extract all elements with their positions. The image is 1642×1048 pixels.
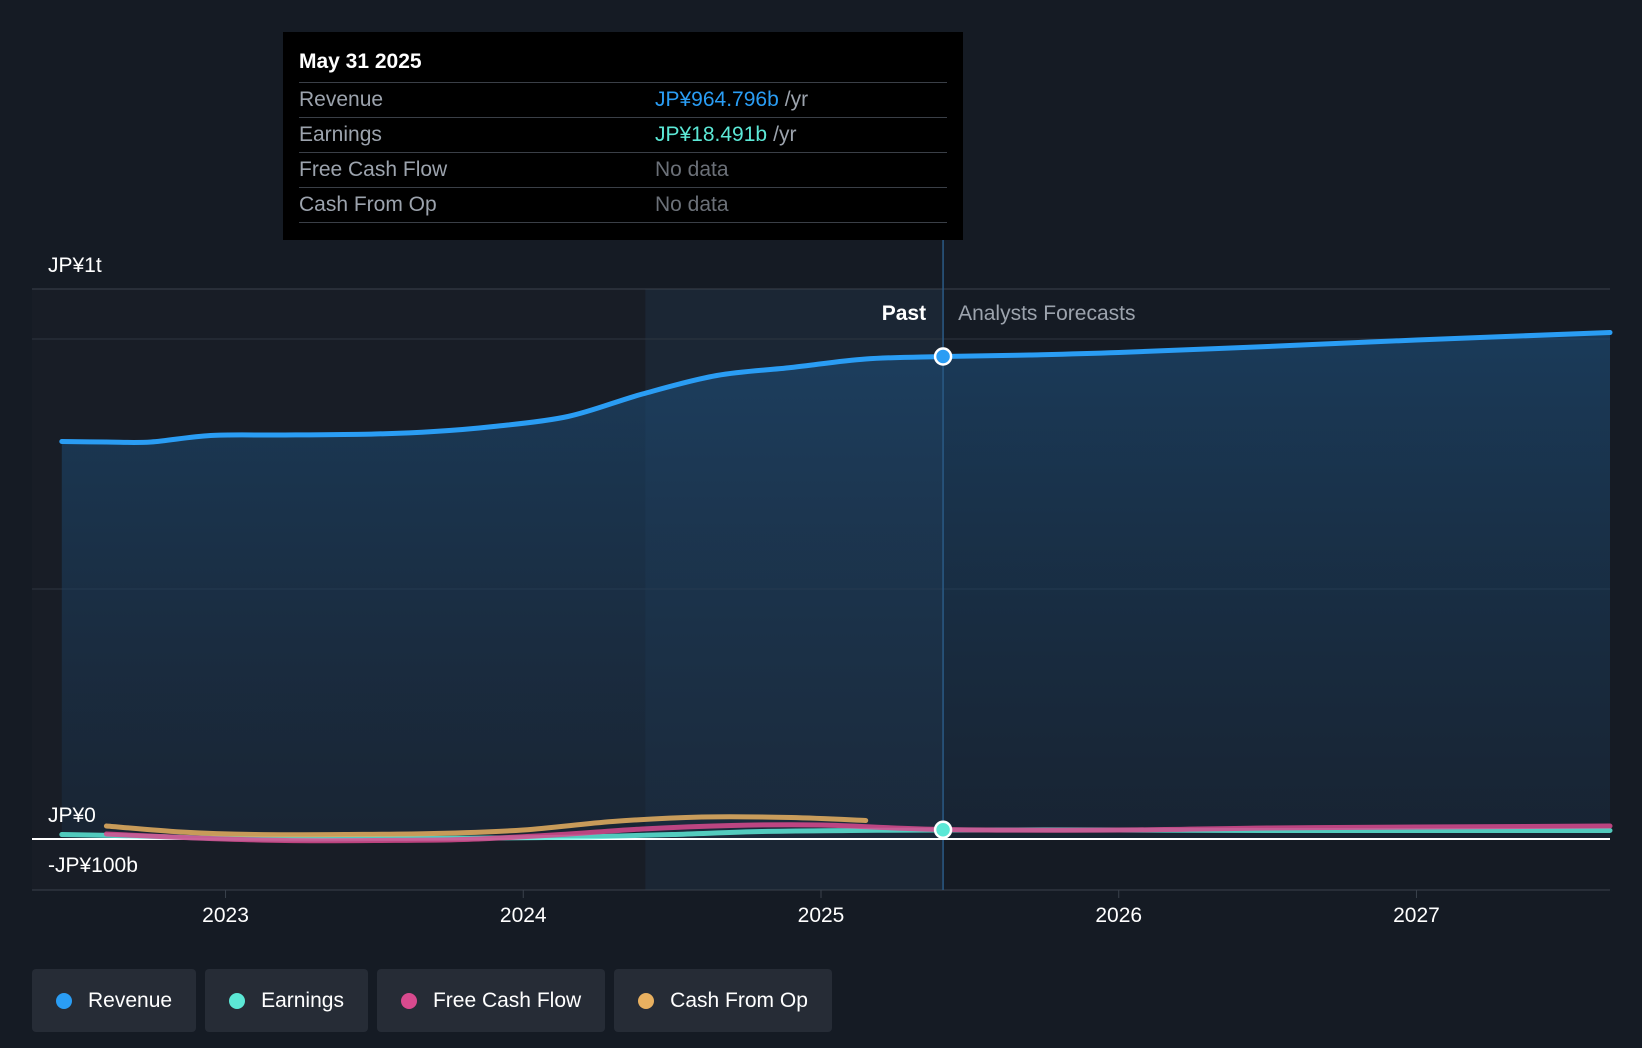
forecast-label: Analysts Forecasts — [958, 302, 1135, 325]
tooltip-date: May 31 2025 — [299, 50, 422, 73]
revenue-marker — [933, 347, 953, 366]
revenue-dot-icon — [56, 992, 72, 1009]
tooltip-label-cfo: Cash From Op — [299, 193, 437, 216]
earnings-dot-icon — [229, 992, 246, 1009]
tooltip-row-fcf: Free Cash Flow No data — [299, 152, 947, 187]
x-tick-label: 2024 — [500, 904, 547, 927]
tooltip-row-earnings: Earnings JP¥18.491b /yr — [299, 117, 947, 152]
legend-item-free-cash-flow[interactable]: Free Cash Flow — [376, 969, 606, 1032]
free-cash-flow-dot-icon — [400, 992, 417, 1009]
legend-label-free-cash-flow: Free Cash Flow — [432, 988, 582, 1012]
tooltip-label-earnings: Earnings — [299, 123, 382, 146]
tooltip-value-cfo: No data — [655, 193, 729, 216]
past-label: Past — [882, 302, 926, 325]
legend-item-earnings[interactable]: Earnings — [205, 969, 368, 1032]
x-tick-label: 2027 — [1393, 904, 1440, 927]
y-tick-label: JP¥1t — [48, 254, 102, 277]
tooltip-row-cfo: Cash From Op No data — [299, 187, 947, 223]
tooltip-value-revenue: JP¥964.796b — [655, 88, 779, 111]
earnings-marker — [933, 820, 953, 839]
cash-from-op-line — [103, 814, 869, 838]
legend-label-earnings: Earnings — [261, 988, 344, 1012]
tooltip-label-fcf: Free Cash Flow — [299, 158, 448, 181]
legend-label-cash-from-op: Cash From Op — [670, 988, 808, 1012]
y-tick-label: -JP¥100b — [48, 854, 138, 877]
x-tick-label: 2026 — [1095, 904, 1142, 927]
tooltip: May 31 2025 Revenue JP¥964.796b /yr Earn… — [283, 32, 963, 240]
tooltip-row-revenue: Revenue JP¥964.796b /yr — [299, 82, 947, 117]
revenue-area — [61, 332, 1610, 839]
tooltip-value-earnings: JP¥18.491b — [655, 123, 768, 146]
cash-from-op-dot-icon — [638, 992, 655, 1009]
legend-item-revenue[interactable]: Revenue — [32, 969, 197, 1032]
tooltip-value-fcf: No data — [655, 158, 729, 181]
tooltip-unit-revenue: /yr — [784, 88, 809, 111]
x-tick-label: 2025 — [798, 904, 845, 927]
tooltip-label-revenue: Revenue — [299, 88, 384, 111]
revenue-line — [59, 330, 1613, 446]
x-tick-label: 2023 — [202, 904, 249, 927]
legend-item-cash-from-op[interactable]: Cash From Op — [614, 969, 832, 1032]
tooltip-unit-earnings: /yr — [773, 123, 797, 146]
free-cash-flow-line — [103, 822, 1613, 844]
legend-label-revenue: Revenue — [88, 988, 173, 1012]
y-tick-label: JP¥0 — [48, 804, 96, 827]
legend: Revenue Earnings Free Cash Flow Cash Fro… — [32, 969, 832, 1032]
